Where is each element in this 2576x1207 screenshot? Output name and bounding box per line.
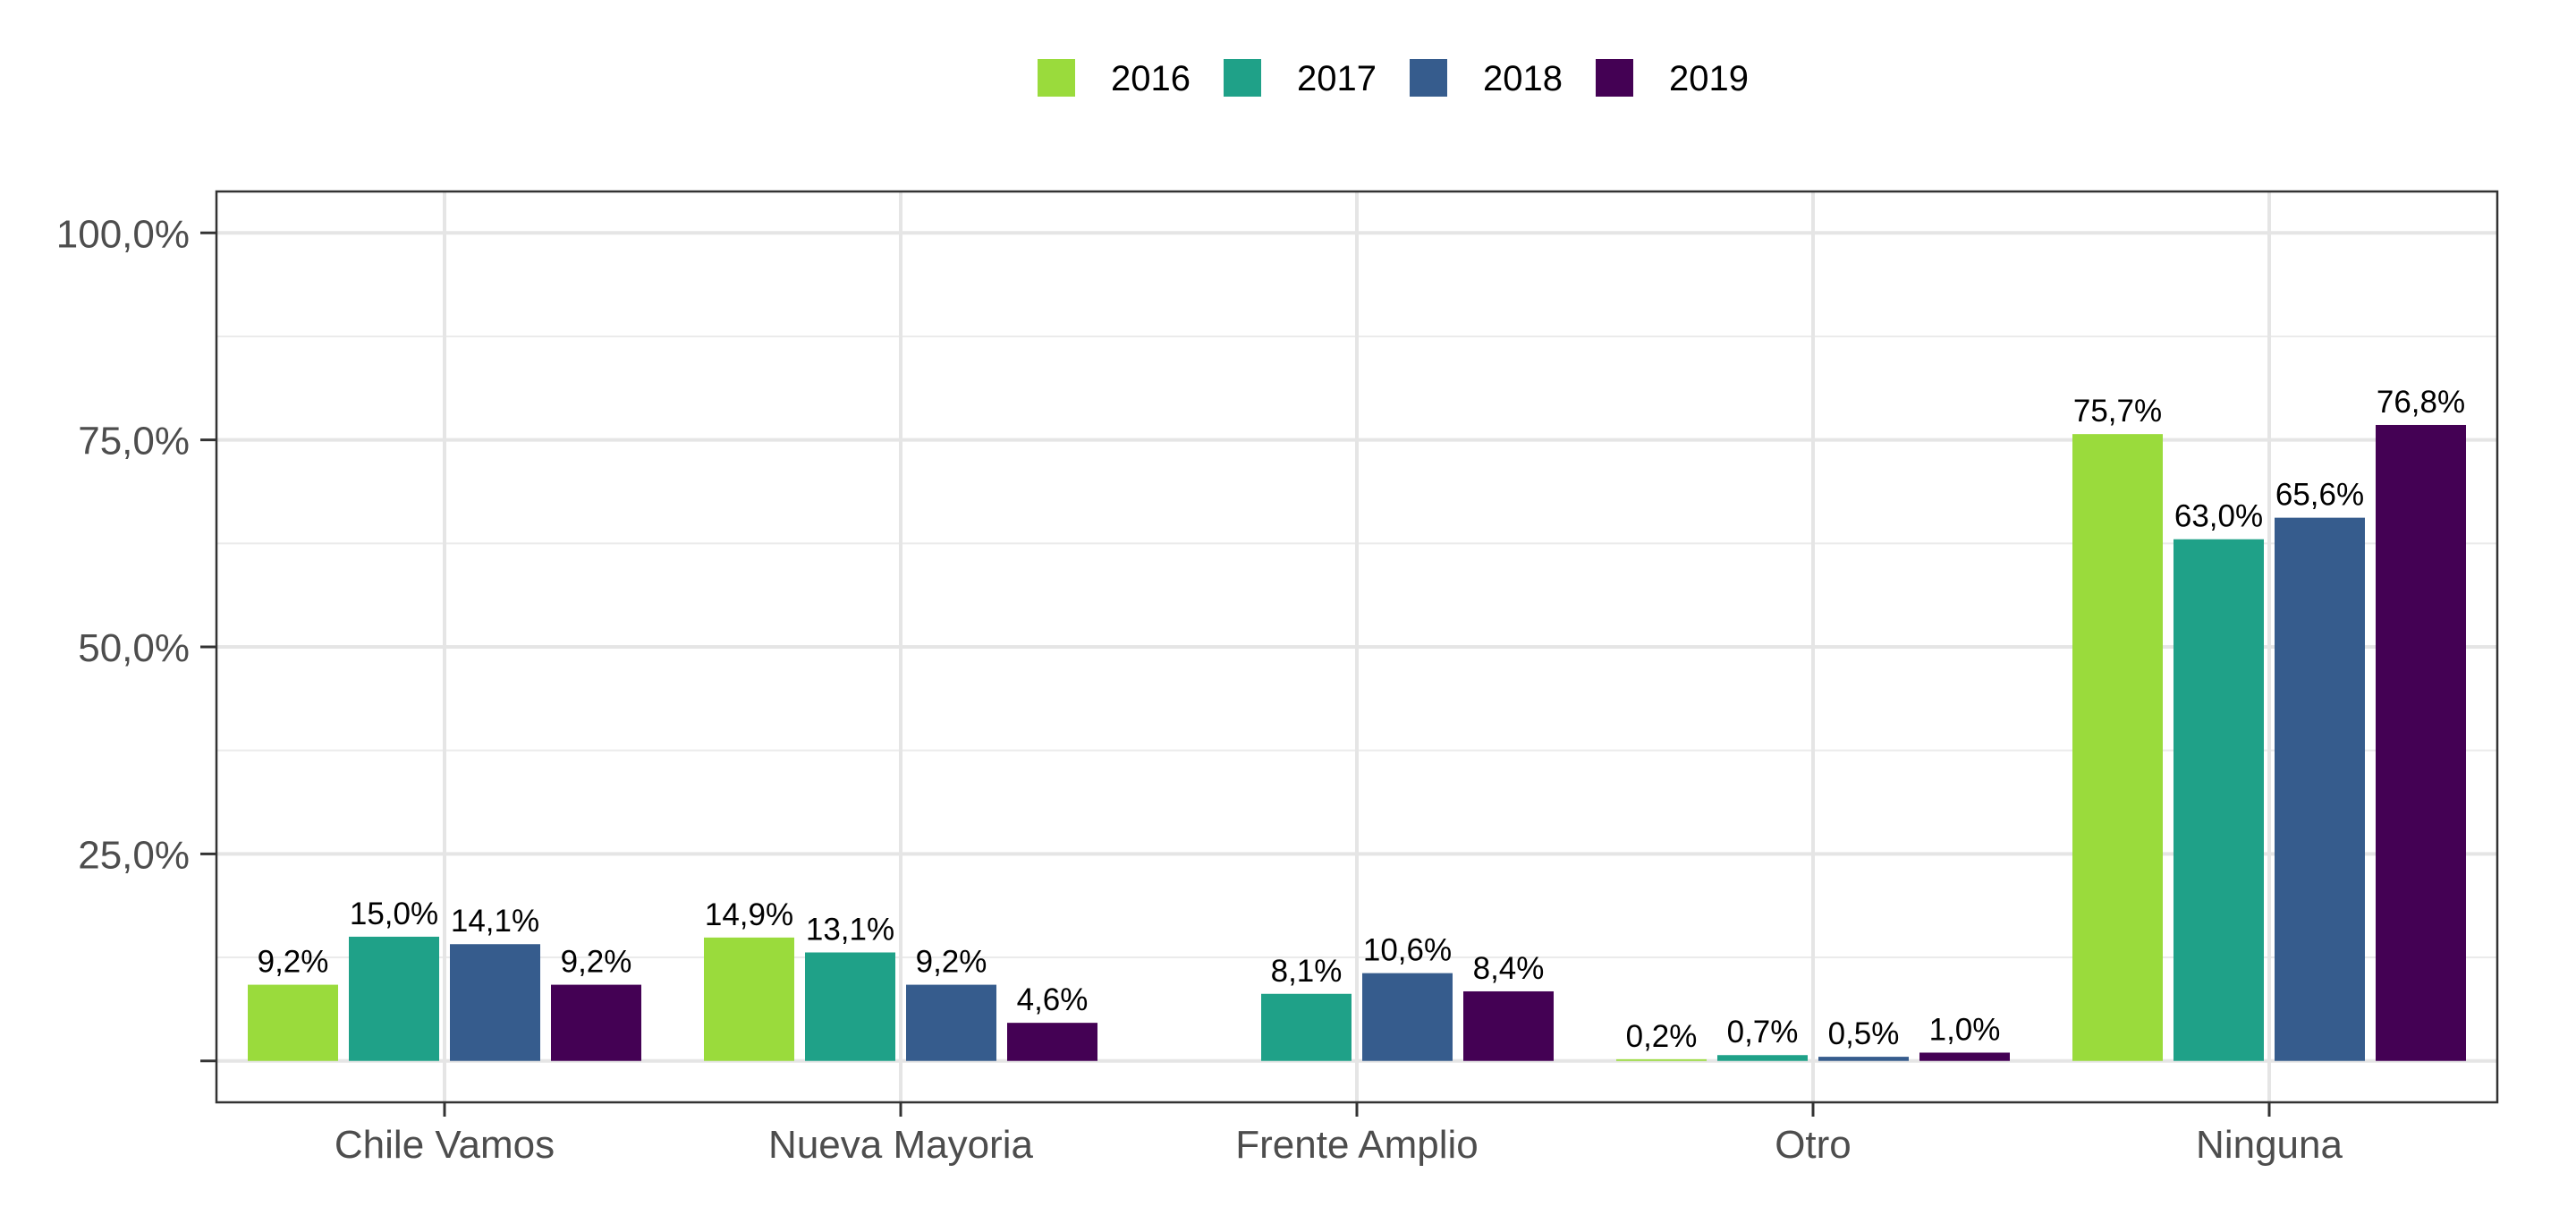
bar-ninguna-2018	[2275, 517, 2365, 1061]
data-label-otro-2018: 0,5%	[1828, 1016, 1900, 1051]
data-label-ninguna-2017: 63,0%	[2174, 499, 2263, 534]
data-label-chile-vamos-2018: 14,1%	[451, 904, 539, 939]
legend-label-2018: 2018	[1483, 59, 1563, 98]
x-tick-label-ninguna: Ninguna	[2196, 1123, 2343, 1167]
legend-label-2017: 2017	[1297, 59, 1377, 98]
data-label-nueva-mayoria-2018: 9,2%	[916, 945, 987, 980]
bar-chile-vamos-2019	[551, 984, 641, 1061]
bar-otro-2017	[1717, 1055, 1808, 1061]
data-label-chile-vamos-2017: 15,0%	[350, 897, 438, 931]
legend-key-2019	[1596, 59, 1633, 97]
bar-chile-vamos-2018	[450, 944, 540, 1061]
legend-label-2016: 2016	[1111, 59, 1191, 98]
data-label-chile-vamos-2016: 9,2%	[258, 945, 329, 980]
bar-nueva-mayoria-2016	[704, 937, 794, 1061]
bar-nueva-mayoria-2019	[1007, 1023, 1097, 1061]
data-label-nueva-mayoria-2019: 4,6%	[1017, 982, 1089, 1017]
bar-ninguna-2019	[2376, 424, 2466, 1061]
bar-labels: 9,2% 15,0% 14,1% 9,2% 14,9% 13,1% 9,2% 4,6% 8,1%…	[258, 385, 2466, 1054]
data-label-nueva-mayoria-2016: 14,9%	[705, 897, 793, 932]
bar-nueva-mayoria-2018	[906, 984, 996, 1061]
data-label-frente-amplio-2018: 10,6%	[1363, 933, 1452, 968]
x-axis: Chile Vamos Nueva Mayoria Frente Amplio Otr…	[335, 1102, 2343, 1167]
bar-otro-2018	[1818, 1057, 1909, 1061]
data-label-ninguna-2016: 75,7%	[2073, 394, 2162, 429]
legend-key-2018	[1410, 59, 1447, 97]
data-label-otro-2019: 1,0%	[1929, 1012, 2001, 1047]
bar-ninguna-2016	[2072, 434, 2163, 1061]
data-label-ninguna-2018: 65,6%	[2275, 478, 2364, 513]
x-tick-label-nueva-mayoria: Nueva Mayoria	[768, 1123, 1033, 1167]
legend-key-2017	[1224, 59, 1261, 97]
data-label-nueva-mayoria-2017: 13,1%	[806, 912, 894, 947]
data-label-ninguna-2019: 76,8%	[2377, 385, 2465, 420]
data-label-frente-amplio-2017: 8,1%	[1271, 954, 1343, 989]
x-tick-label-otro: Otro	[1775, 1123, 1852, 1167]
bars	[248, 424, 2466, 1061]
y-tick-label: 100,0%	[56, 212, 190, 256]
bar-otro-2016	[1616, 1058, 1707, 1061]
bar-frente-amplio-2017	[1261, 993, 1352, 1061]
legend: 2016 2017 2018 2019	[1038, 59, 1749, 98]
y-axis: 25,0% 50,0% 75,0% 100,0%	[56, 212, 216, 1063]
data-label-frente-amplio-2019: 8,4%	[1473, 951, 1545, 986]
bar-nueva-mayoria-2017	[805, 952, 895, 1061]
bar-chile-vamos-2017	[349, 936, 439, 1061]
bar-chile-vamos-2016	[248, 984, 338, 1061]
x-tick-label-frente-amplio: Frente Amplio	[1235, 1123, 1478, 1167]
data-label-otro-2016: 0,2%	[1626, 1019, 1698, 1054]
y-tick-label: 50,0%	[78, 626, 190, 670]
legend-key-2016	[1038, 59, 1075, 97]
bar-otro-2019	[1919, 1052, 2010, 1061]
y-tick-label: 25,0%	[78, 833, 190, 877]
y-tick-label: 75,0%	[78, 420, 190, 463]
legend-label-2019: 2019	[1669, 59, 1749, 98]
data-label-otro-2017: 0,7%	[1727, 1015, 1799, 1050]
bar-ninguna-2017	[2174, 539, 2264, 1061]
data-label-chile-vamos-2019: 9,2%	[561, 945, 632, 980]
bar-frente-amplio-2018	[1362, 973, 1453, 1061]
x-tick-label-chile-vamos: Chile Vamos	[335, 1123, 555, 1167]
bar-frente-amplio-2019	[1463, 990, 1554, 1061]
